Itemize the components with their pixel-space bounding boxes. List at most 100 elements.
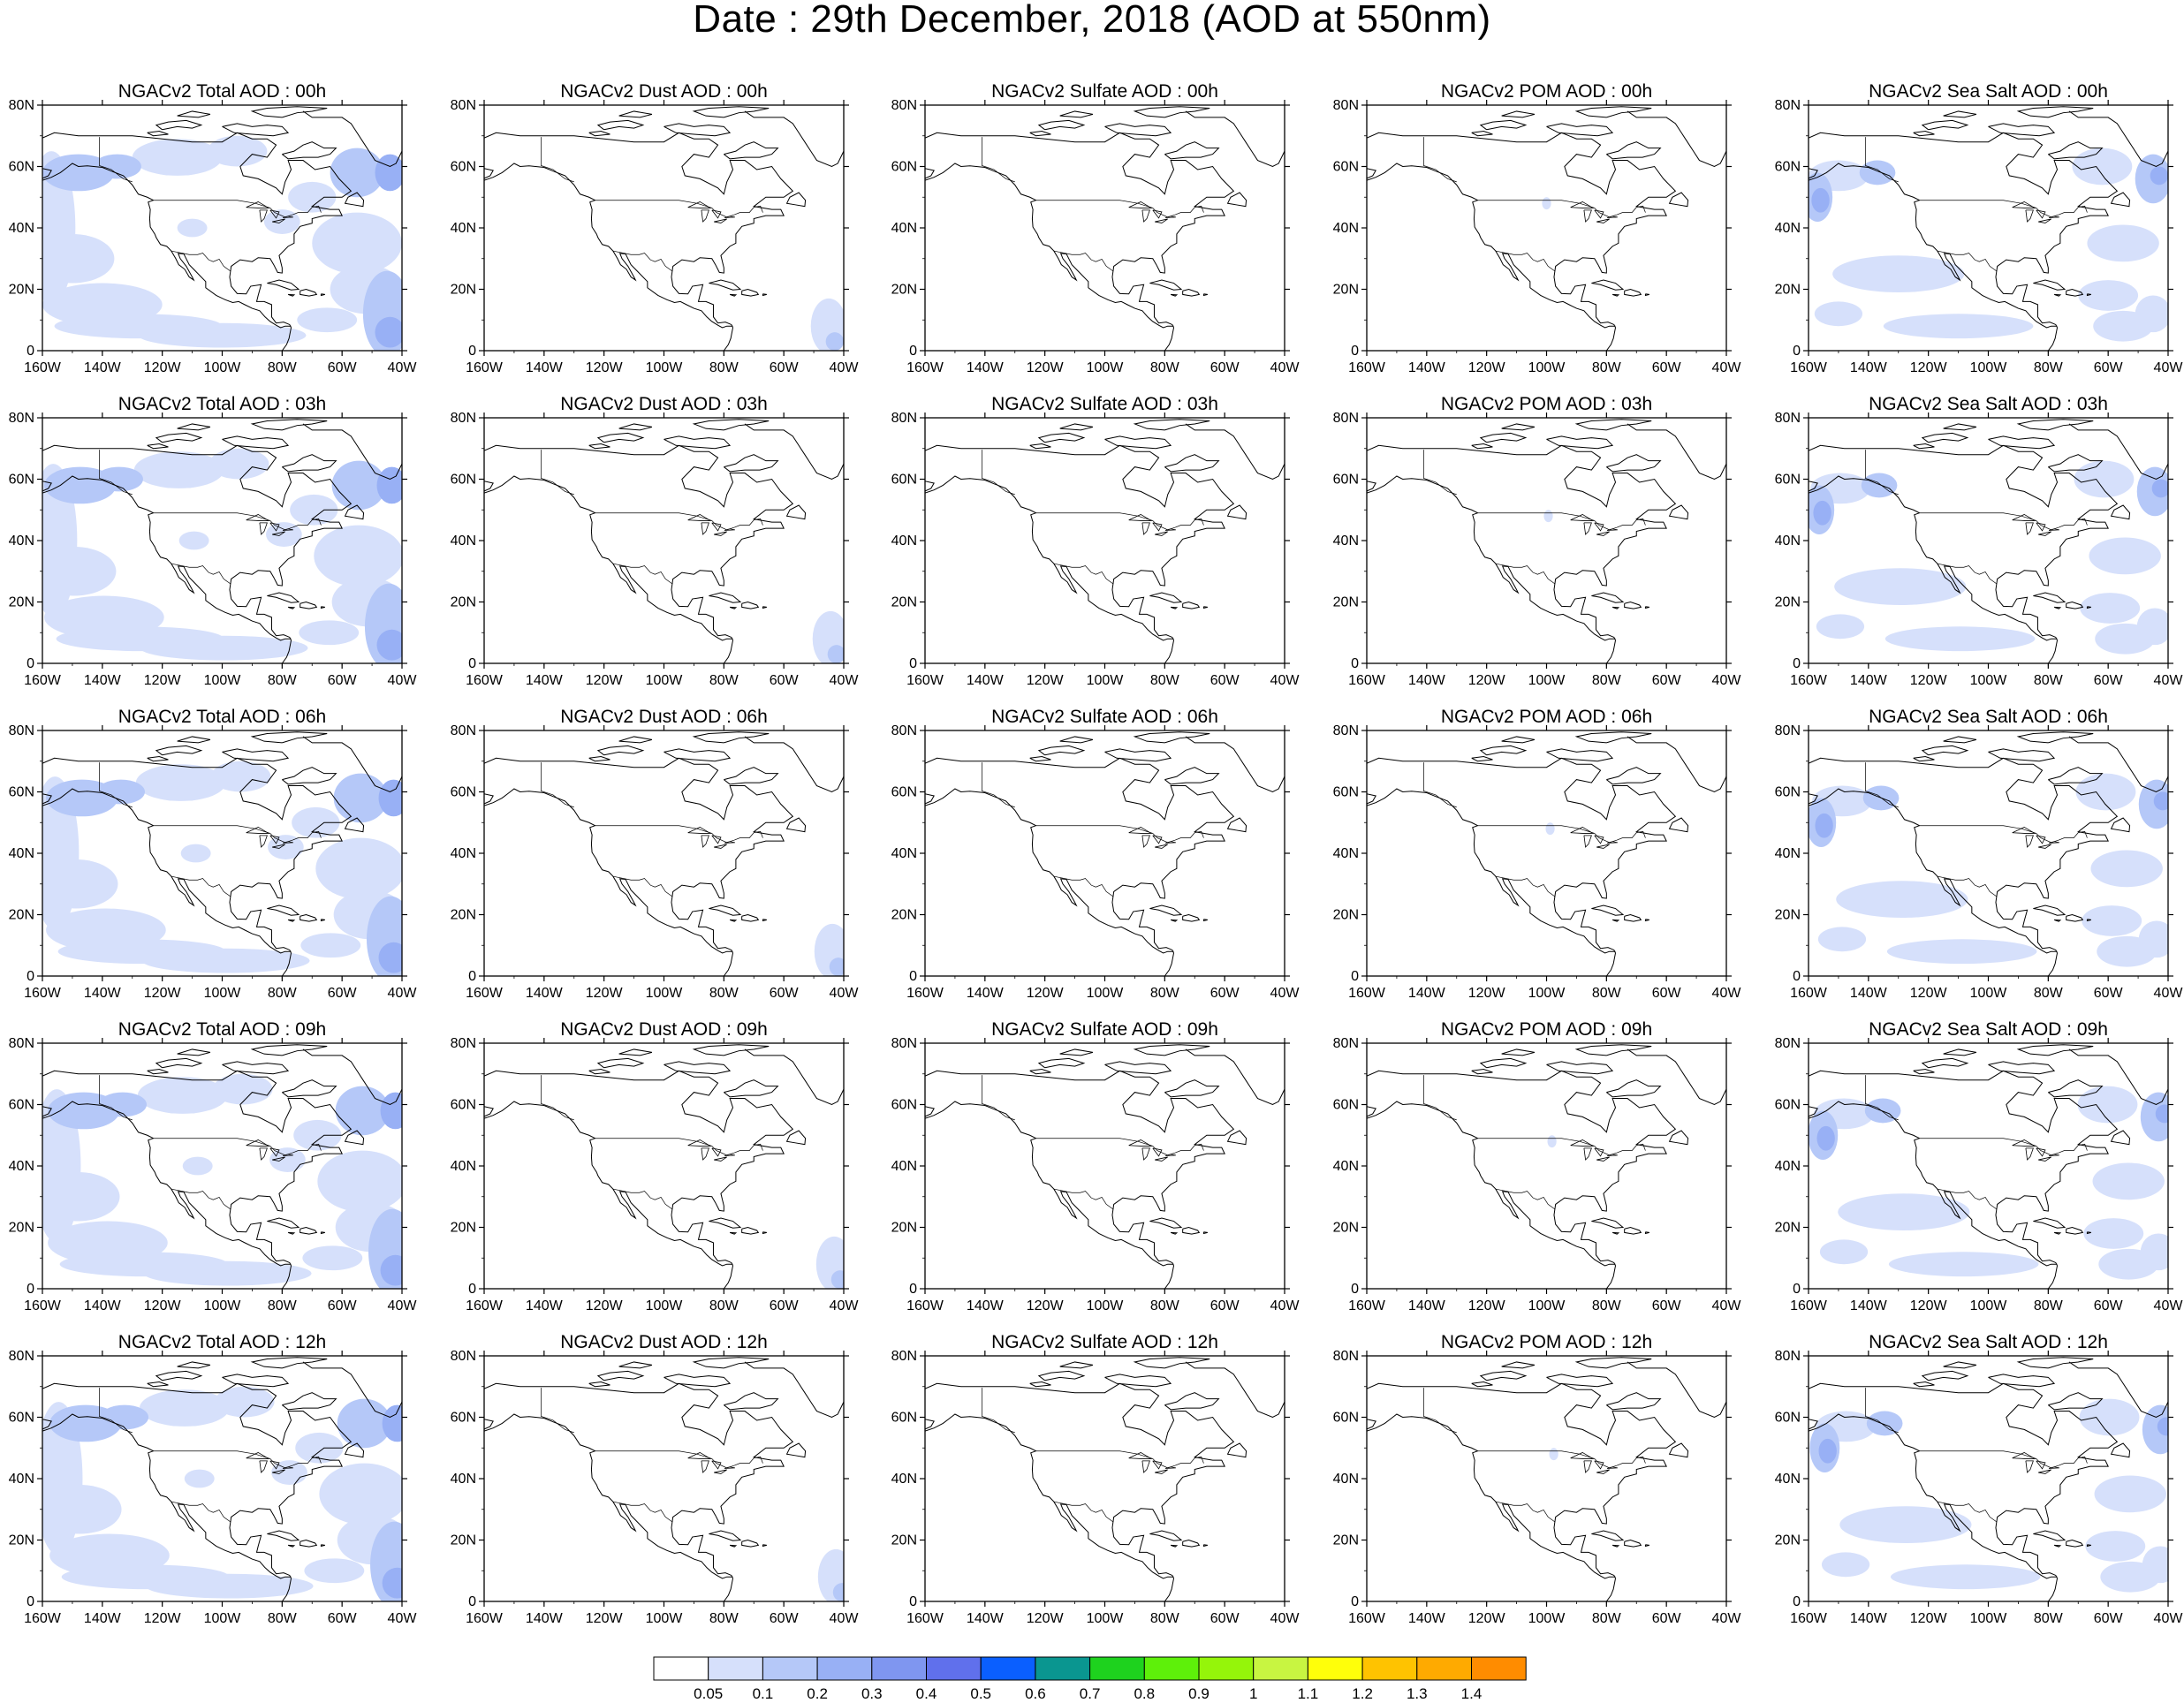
lat-tick-label: 80N: [891, 98, 917, 113]
lon-tick-label: 120W: [586, 1611, 624, 1626]
aod-blob: [271, 1460, 307, 1485]
aod-blob: [330, 148, 384, 198]
lon-tick-label: 100W: [1087, 673, 1125, 688]
coastline: [925, 731, 1285, 976]
colorbar-swatch: [1035, 1656, 1091, 1681]
aod-blob: [376, 629, 402, 661]
lat-tick-label: 80N: [891, 1349, 917, 1364]
lat-tick-label: 60N: [451, 1098, 476, 1113]
lon-tick-label: 120W: [144, 360, 182, 375]
lon-tick-label: 120W: [1468, 1298, 1506, 1313]
lon-tick-label: 160W: [906, 673, 944, 688]
lon-tick-label: 80W: [1150, 360, 1180, 375]
lat-tick-label: 0: [468, 344, 476, 359]
lat-tick-label: 40N: [1333, 221, 1359, 236]
coastline: [484, 419, 844, 663]
map-panel-total: 0 20N 40N 60N 80N 160W 140W 120W 100W 80W 60W 40W: [9, 98, 418, 375]
coastline: [484, 1357, 844, 1601]
lon-tick-label: 40W: [1270, 673, 1301, 688]
coastline: [484, 1044, 844, 1289]
lon-tick-label: 160W: [1348, 360, 1386, 375]
lon-tick-label: 100W: [1087, 360, 1125, 375]
aod-field: [42, 1073, 402, 1289]
lat-tick-label: 40N: [451, 1472, 476, 1487]
aod-blob: [380, 1092, 402, 1130]
lon-tick-label: 140W: [1850, 673, 1888, 688]
lat-tick-label: 0: [27, 344, 34, 359]
lon-tick-label: 100W: [646, 1611, 684, 1626]
lon-tick-label: 60W: [1210, 360, 1240, 375]
aod-blob: [1813, 500, 1831, 526]
lon-tick-label: 120W: [144, 986, 182, 1001]
lat-tick-label: 60N: [891, 785, 917, 800]
lon-tick-label: 60W: [1210, 1298, 1240, 1313]
map-panel-dust: 0 20N 40N 60N 80N 160W 140W 120W 100W 80W 60W 40W: [451, 411, 860, 688]
lat-tick-label: 20N: [451, 283, 476, 298]
coastline: [484, 106, 844, 351]
lon-tick-label: 60W: [328, 1611, 358, 1626]
aod-field: [1809, 773, 2168, 967]
lat-tick-label: 0: [468, 1282, 476, 1297]
lon-tick-label: 40W: [388, 1611, 418, 1626]
aod-blob: [1866, 1411, 1903, 1436]
lat-tick-label: 80N: [9, 1349, 34, 1364]
lat-tick-label: 80N: [1775, 411, 1801, 426]
lon-tick-label: 80W: [1592, 1298, 1622, 1313]
figure-title: Date : 29th December, 2018 (AOD at 550nm…: [693, 0, 1491, 41]
lat-tick-label: 60N: [451, 160, 476, 175]
lat-tick-label: 80N: [9, 1036, 34, 1051]
map-panel-total: 0 20N 40N 60N 80N 160W 140W 120W 100W 80W 60W 40W: [9, 723, 418, 1001]
aod-blob: [143, 1260, 312, 1286]
aod-blob: [42, 546, 117, 596]
aod-blob: [2157, 1417, 2168, 1436]
map-panel-seasalt: 0 20N 40N 60N 80N 160W 140W 120W 100W 80W 60W 40W: [1775, 98, 2184, 375]
lon-tick-label: 100W: [646, 673, 684, 688]
lon-tick-label: 140W: [1408, 1298, 1446, 1313]
map-panel-seasalt: 0 20N 40N 60N 80N 160W 140W 120W 100W 80W 60W 40W: [1775, 1036, 2184, 1313]
aod-blob: [1834, 568, 1967, 605]
lon-tick-label: 80W: [709, 360, 739, 375]
lon-tick-label: 140W: [1850, 986, 1888, 1001]
colorbar-swatch: [762, 1656, 818, 1681]
aod-blob: [2083, 1218, 2144, 1249]
aod-blob: [2151, 479, 2168, 498]
lat-tick-label: 0: [468, 1594, 476, 1609]
lat-tick-label: 60N: [9, 1411, 34, 1426]
colorbar-swatch: [1471, 1656, 1527, 1681]
lat-tick-label: 20N: [9, 1533, 34, 1548]
panel-title: NGACv2 Sea Salt AOD : 09h: [1869, 1019, 2108, 1040]
aod-blob: [135, 764, 226, 801]
panel-title: NGACv2 Sea Salt AOD : 06h: [1869, 707, 2108, 727]
panel-title: NGACv2 Total AOD : 06h: [118, 707, 327, 727]
map-panel-pom: 0 20N 40N 60N 80N 160W 140W 120W 100W 80W 60W 40W: [1333, 723, 1742, 1001]
aod-blob: [210, 761, 271, 792]
aod-blob: [288, 181, 337, 213]
lon-tick-label: 120W: [1468, 986, 1506, 1001]
aod-blob: [132, 139, 223, 176]
aod-field: [1809, 1086, 2168, 1280]
aod-blob: [1816, 1125, 1835, 1151]
lon-tick-label: 40W: [830, 1298, 860, 1313]
lat-tick-label: 20N: [1775, 283, 1801, 298]
aod-blob: [375, 316, 402, 348]
panel-title: NGACv2 POM AOD : 06h: [1440, 707, 1653, 727]
coastline: [1809, 106, 2168, 351]
lon-tick-label: 60W: [1210, 673, 1240, 688]
lon-tick-label: 60W: [770, 986, 800, 1001]
lat-tick-label: 80N: [451, 98, 476, 113]
panel-title: NGACv2 Sea Salt AOD : 03h: [1869, 394, 2108, 414]
lon-tick-label: 120W: [1910, 986, 1948, 1001]
lon-tick-label: 80W: [268, 1611, 298, 1626]
aod-blob: [1818, 1438, 1837, 1464]
lon-tick-label: 40W: [1712, 1298, 1742, 1313]
colorbar-swatch: [980, 1656, 1036, 1681]
lon-tick-label: 100W: [646, 360, 684, 375]
lon-tick-label: 120W: [586, 986, 624, 1001]
lon-tick-label: 60W: [1652, 673, 1682, 688]
panel-title: NGACv2 Dust AOD : 00h: [560, 81, 768, 102]
colorbar-swatch: [1198, 1656, 1255, 1681]
lon-tick-label: 40W: [388, 1298, 418, 1313]
aod-blob: [96, 779, 145, 805]
lat-tick-label: 60N: [9, 1098, 34, 1113]
